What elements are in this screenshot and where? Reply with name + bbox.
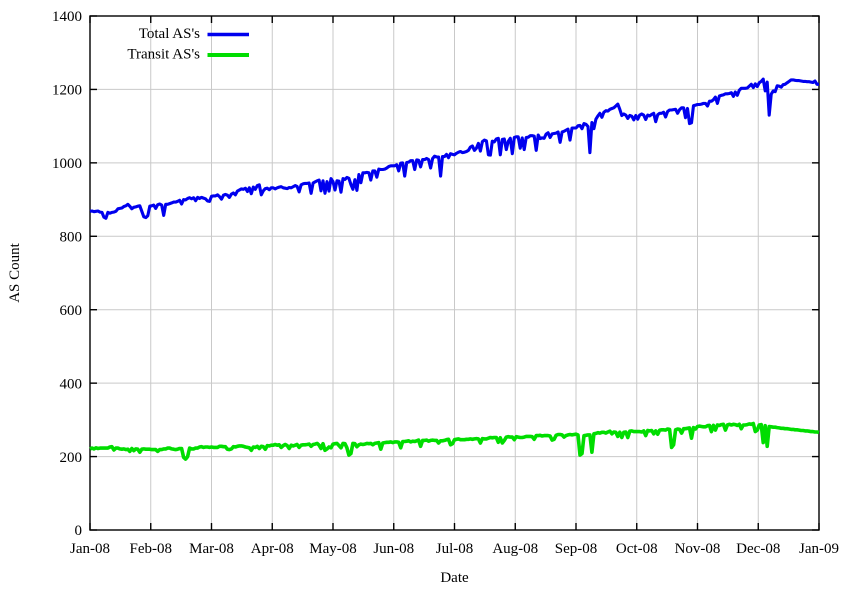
- y-tick-label: 800: [60, 229, 83, 245]
- x-tick-label: Mar-08: [189, 541, 234, 557]
- y-axis-tick-labels: 0 200 400 600 800 1000 1200 1400: [52, 9, 82, 539]
- y-tick-label: 1400: [52, 9, 82, 25]
- y-tick-label: 1200: [52, 83, 82, 99]
- x-tick-label: Aug-08: [492, 541, 538, 557]
- x-tick-label: Feb-08: [130, 541, 173, 557]
- y-tick-label: 1000: [52, 156, 82, 172]
- x-tick-label: Apr-08: [251, 541, 294, 557]
- y-tick-label: 200: [60, 450, 83, 466]
- x-tick-label: Jan-09: [799, 541, 839, 557]
- grid-lines: [89, 16, 820, 530]
- legend-label-total-as: Total AS's: [139, 26, 200, 42]
- x-axis-title: Date: [440, 570, 469, 586]
- x-tick-label: Sep-08: [555, 541, 598, 557]
- x-tick-label: Oct-08: [616, 541, 658, 557]
- x-tick-label: Nov-08: [675, 541, 721, 557]
- x-axis-tick-labels: Jan-08 Feb-08 Mar-08 Apr-08 May-08 Jun-08 Jul-…: [70, 541, 839, 557]
- y-tick-label: 0: [75, 523, 83, 539]
- x-tick-label: Jun-08: [373, 541, 414, 557]
- x-tick-label: Jul-08: [436, 541, 474, 557]
- legend-label-transit-as: Transit AS's: [127, 47, 200, 63]
- x-tick-label: Dec-08: [736, 541, 780, 557]
- y-tick-label: 600: [60, 303, 83, 319]
- legend: Total AS's Transit AS's: [127, 26, 249, 63]
- series-line-total-as: [89, 77, 819, 220]
- y-axis-title: AS Count: [7, 242, 23, 302]
- x-tick-label: Jan-08: [70, 541, 110, 557]
- y-tick-label: 400: [60, 376, 83, 392]
- plot-border: [89, 15, 820, 531]
- series-line-transit-as: [89, 421, 820, 461]
- data-series-lines: [89, 77, 820, 461]
- x-tick-label: May-08: [309, 541, 357, 557]
